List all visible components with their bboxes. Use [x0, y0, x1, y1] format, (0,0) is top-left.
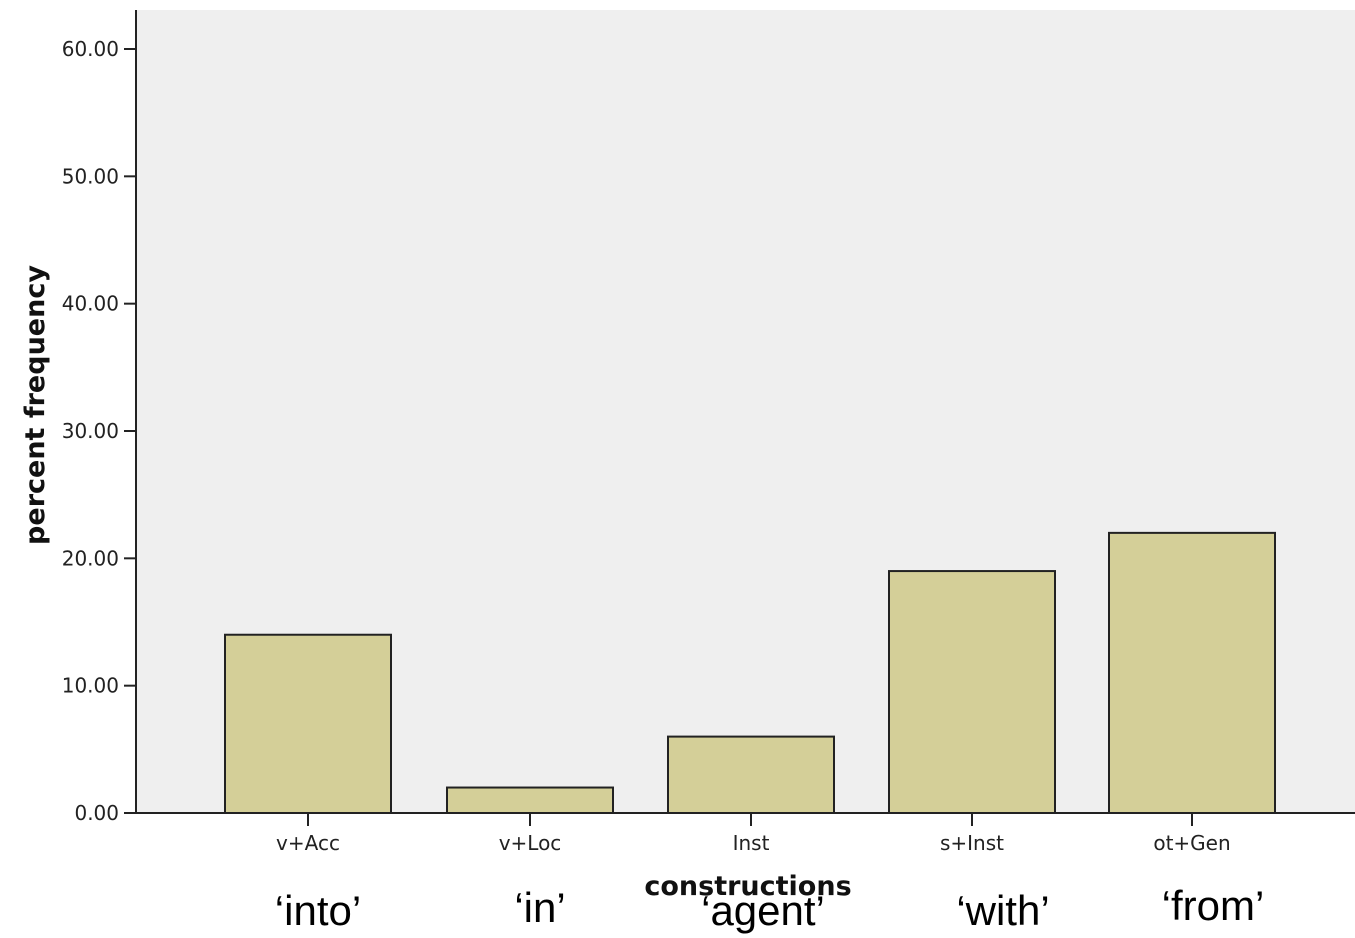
gloss-label: ‘in’ [514, 884, 565, 931]
x-tick-label: ot+Gen [1153, 831, 1230, 855]
x-tick-label: v+Loc [499, 831, 562, 855]
y-ticks-group: 0.00 10.00 20.00 30.00 40.00 50.00 60.00 [62, 37, 136, 825]
y-tick-label: 30.00 [62, 419, 119, 443]
x-tick-label: v+Acc [276, 831, 340, 855]
x-tick-label: Inst [733, 831, 770, 855]
bar-v-acc [224, 633, 392, 814]
y-tick-label: 0.00 [74, 801, 119, 825]
gloss-label: ‘agent’ [701, 887, 825, 934]
gloss-labels-group: ‘into’ ‘in’ ‘agent’ ‘with’ ‘from’ [275, 882, 1265, 934]
y-tick-label: 40.00 [62, 292, 119, 316]
y-axis-title: percent frequency [20, 265, 51, 545]
gloss-label: ‘from’ [1162, 882, 1265, 929]
bar-inst [667, 735, 835, 814]
bar-s-inst [888, 570, 1056, 814]
x-ticks-group: v+Acc v+Loc Inst s+Inst ot+Gen [276, 813, 1231, 855]
y-tick-label: 60.00 [62, 37, 119, 61]
bar-v-loc [446, 786, 614, 814]
gloss-label: ‘into’ [275, 887, 361, 934]
x-tick-label: s+Inst [940, 831, 1004, 855]
y-tick-label: 20.00 [62, 546, 119, 570]
y-tick-label: 10.00 [62, 674, 119, 698]
bar-ot-gen [1108, 531, 1276, 814]
bars-group [224, 531, 1276, 814]
y-tick-label: 50.00 [62, 164, 119, 188]
gloss-label: ‘with’ [956, 887, 1049, 934]
x-axis-title: constructions [644, 871, 851, 902]
